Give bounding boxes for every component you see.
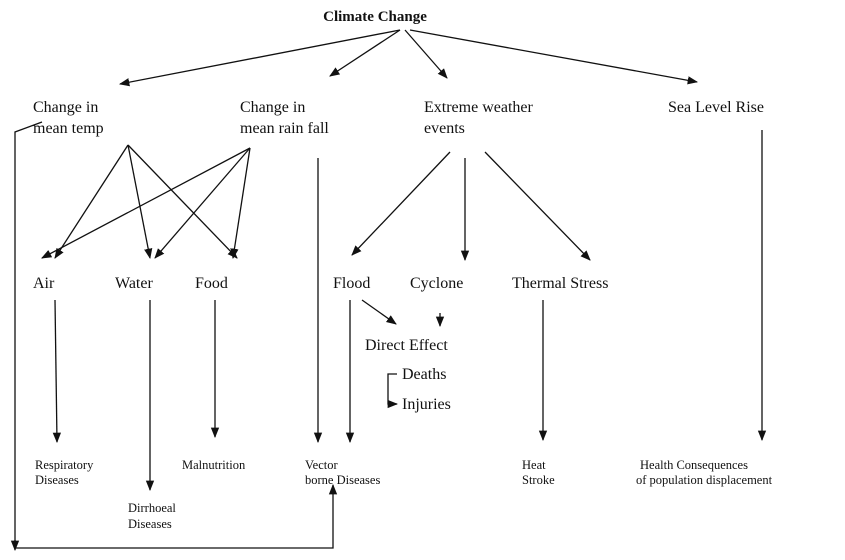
node-label: Thermal Stress bbox=[512, 275, 608, 292]
arrow bbox=[329, 29, 401, 77]
arrow bbox=[52, 299, 62, 444]
node-label: Dirrhoeal bbox=[128, 501, 176, 515]
node-label: borne Diseases bbox=[305, 473, 380, 487]
node-label: Water bbox=[115, 275, 153, 292]
node-label: events bbox=[424, 120, 465, 137]
node-label: Air bbox=[33, 275, 55, 292]
node-label: Heat bbox=[522, 458, 546, 472]
arrow bbox=[351, 151, 451, 256]
bracket bbox=[387, 373, 399, 409]
node-label: Respiratory bbox=[35, 458, 94, 472]
arrow bbox=[54, 144, 129, 259]
node-label: of population displacement bbox=[636, 473, 773, 487]
node-label: Sea Level Rise bbox=[668, 99, 764, 116]
arrow bbox=[404, 29, 448, 79]
arrow bbox=[127, 144, 153, 260]
node-label: Health Consequences bbox=[640, 458, 748, 472]
labels: Change in mean temp Change in mean rain fal… bbox=[33, 99, 773, 531]
title: Climate Change bbox=[323, 9, 427, 25]
node-label: Diseases bbox=[128, 517, 172, 531]
arrow bbox=[230, 147, 251, 260]
arrow bbox=[361, 299, 397, 325]
node-label: Extreme weather bbox=[424, 99, 534, 116]
node-label: Injuries bbox=[402, 396, 451, 413]
arrows bbox=[10, 29, 767, 552]
node-label: Flood bbox=[333, 275, 370, 292]
node-label: Deaths bbox=[402, 366, 446, 383]
node-label: mean rain fall bbox=[240, 120, 329, 137]
arrow bbox=[409, 29, 699, 85]
node-label: Direct Effect bbox=[365, 337, 448, 354]
arrow bbox=[41, 147, 251, 259]
node-label: Change in bbox=[33, 99, 98, 116]
node-label: mean temp bbox=[33, 120, 104, 137]
arrow bbox=[127, 144, 238, 259]
node-label: Vector bbox=[305, 458, 338, 472]
node-label: Change in bbox=[240, 99, 305, 116]
node-label: Malnutrition bbox=[182, 458, 246, 472]
node-label: Cyclone bbox=[410, 275, 463, 292]
node-label: Food bbox=[195, 275, 228, 292]
arrow bbox=[118, 29, 401, 87]
node-label: Stroke bbox=[522, 473, 555, 487]
node-label: Diseases bbox=[35, 473, 79, 487]
arrow bbox=[484, 151, 591, 261]
arrow bbox=[154, 147, 251, 259]
